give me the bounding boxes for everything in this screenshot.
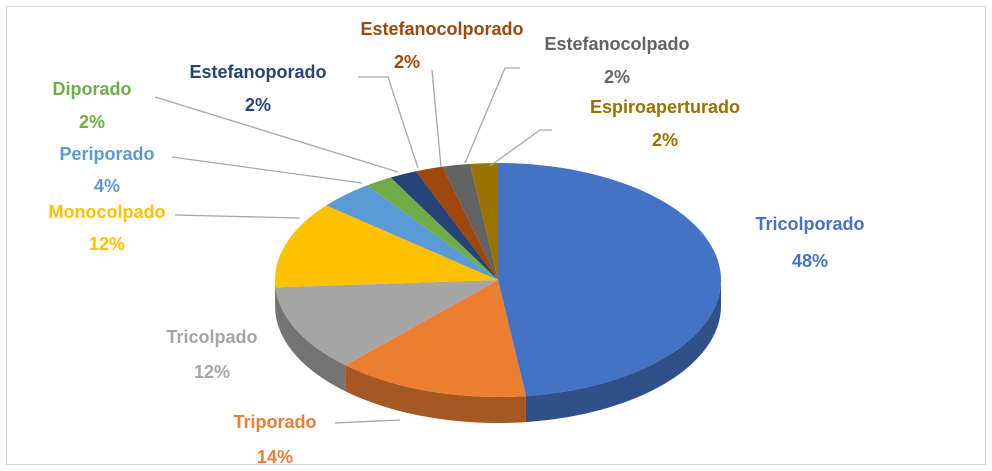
slice-side (525, 280, 721, 423)
data-label-value: 2% (394, 52, 420, 72)
leader-line (171, 156, 363, 184)
slice (415, 166, 498, 280)
slice-side (345, 365, 526, 424)
data-label-name: Triporado (233, 412, 316, 432)
slice (345, 280, 526, 398)
data-label-name: Estefanocolpado (544, 34, 689, 54)
data-label-name: Diporado (53, 79, 132, 99)
data-label-name: Espiroaperturado (590, 97, 740, 117)
slice-side (275, 287, 346, 392)
data-label-value: 2% (245, 95, 271, 115)
data-label-value: 4% (94, 176, 120, 196)
slice (442, 163, 498, 280)
leader-line (358, 76, 419, 169)
data-label-value: 48% (792, 251, 828, 271)
slice (390, 171, 498, 280)
data-label-name: Monocolpado (49, 202, 166, 222)
slice (275, 280, 498, 366)
slice (470, 163, 498, 280)
data-label-value: 2% (79, 112, 105, 132)
leader-line (154, 96, 399, 173)
slice (498, 163, 722, 397)
slice (274, 205, 498, 288)
slice (326, 185, 498, 280)
data-label-value: 14% (257, 447, 293, 467)
data-label-value: 2% (604, 67, 630, 87)
data-label-value: 12% (194, 362, 230, 382)
data-label-name: Estefanoporado (189, 62, 326, 82)
data-label-name: Tricolporado (755, 214, 864, 234)
leader-line (334, 419, 401, 424)
leader-line (489, 129, 552, 167)
data-label-name: Tricolpado (166, 327, 257, 347)
data-label-value: 2% (652, 130, 678, 150)
data-label-name: Estefanocolporado (360, 19, 523, 39)
data-label-value: 12% (89, 234, 125, 254)
leader-line (174, 214, 301, 219)
leader-line (464, 67, 520, 164)
leader-line (431, 69, 442, 168)
slice (366, 177, 498, 280)
data-label-name: Periporado (59, 144, 154, 164)
